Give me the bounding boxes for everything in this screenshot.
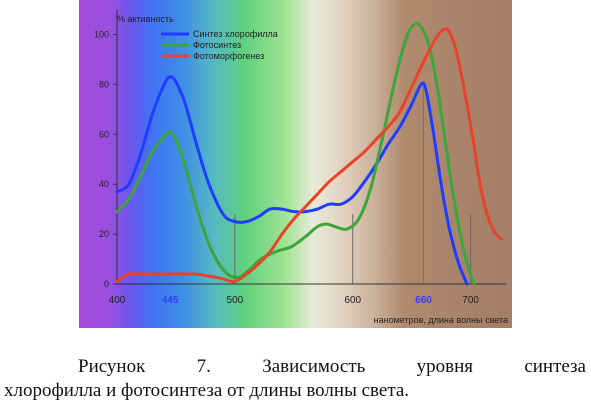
y-axis-title: % активность (117, 14, 174, 24)
series-line (115, 21, 476, 286)
spectrum-chart: 400 445 500 600 660 700 0 20 40 60 80 100 % активно… (79, 0, 512, 328)
caption-word: Рисунок (78, 356, 146, 377)
y-tick-label: 40 (99, 179, 109, 189)
caption-word: 7. (196, 356, 211, 377)
legend-label: Фотоморфогенез (193, 51, 264, 61)
axis-layer (116, 10, 506, 285)
y-tick-label: 80 (99, 79, 109, 89)
y-tick-label: 20 (99, 229, 109, 239)
figure-caption: Рисунок 7. Зависимость уровня синтеза хл… (4, 355, 586, 403)
legend-label: Синтез хлорофилла (193, 29, 278, 39)
x-tick-label: 445 (162, 295, 179, 306)
caption-line-2: хлорофилла и фотосинтеза от длины волны … (4, 380, 410, 401)
y-tick-label: 100 (94, 29, 109, 39)
x-axis-title: нанометров, длина волны света (374, 315, 508, 325)
caption-word: Зависимость (262, 356, 366, 377)
x-tick-label: 500 (227, 295, 244, 306)
caption-line-1: Рисунок 7. Зависимость уровня синтеза (4, 355, 586, 379)
x-tick-label: 600 (344, 295, 361, 306)
legend: Синтез хлорофиллаФотосинтезФотоморфогене… (161, 29, 278, 61)
caption-word: уровня (416, 356, 473, 377)
series-line (115, 27, 503, 284)
legend-label: Фотосинтез (193, 40, 241, 50)
x-tick-label: 660 (415, 295, 432, 306)
x-tick-label: 700 (462, 295, 479, 306)
ticks-layer: 400 445 500 600 660 700 0 20 40 60 80 100 (94, 29, 479, 306)
chart-svg: 400 445 500 600 660 700 0 20 40 60 80 100 % активно… (79, 0, 512, 328)
y-tick-label: 0 (104, 279, 109, 289)
caption-word: синтеза (524, 356, 586, 377)
series-layer (115, 21, 503, 286)
y-tick-label: 60 (99, 129, 109, 139)
x-tick-label: 400 (109, 295, 126, 306)
